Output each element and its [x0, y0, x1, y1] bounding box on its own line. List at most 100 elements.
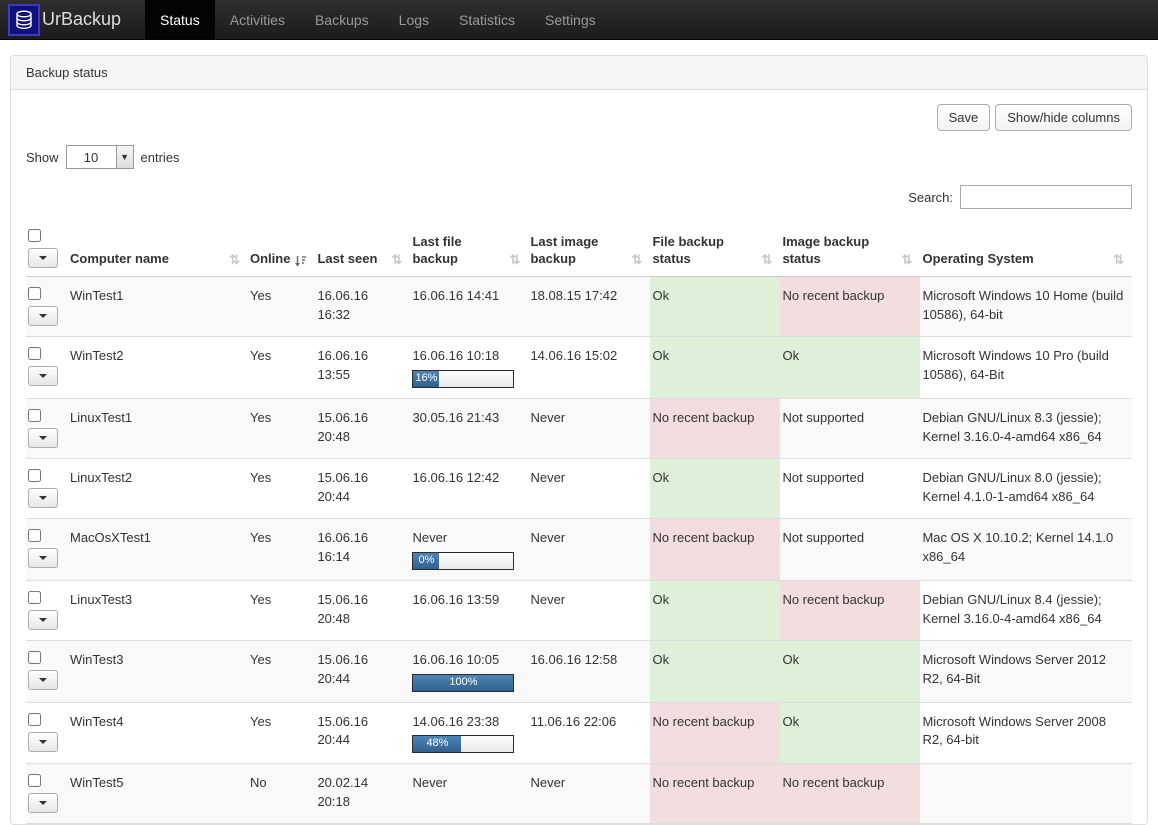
last-file-backup-value: 16.06.16 10:05: [412, 651, 500, 667]
last-file-backup-value: 14.06.16 23:38: [412, 713, 500, 729]
computer-name-cell[interactable]: WinTest3: [68, 639, 248, 703]
sort-both-icon: ⇅: [761, 252, 773, 267]
column-header-computer-name[interactable]: Computer name ⇅: [68, 221, 248, 277]
file-backup-status-cell: Ok: [650, 639, 781, 703]
last-seen-cell: 15.06.16 20:44: [315, 701, 411, 764]
last-file-backup-value: 16.06.16 12:42: [412, 469, 500, 485]
computer-name-cell[interactable]: WinTest5: [68, 763, 248, 824]
select-all-checkbox[interactable]: [28, 229, 41, 242]
row-actions-dropdown[interactable]: [28, 487, 58, 508]
header-actions-dropdown[interactable]: [28, 248, 58, 268]
search-input[interactable]: [960, 185, 1132, 209]
row-checkbox[interactable]: [28, 528, 41, 542]
image-backup-status-cell: No recent backup: [780, 763, 921, 824]
online-cell: Yes: [248, 276, 316, 337]
file-backup-status-cell: No recent backup: [650, 701, 781, 764]
last-file-backup-value: 16.06.16 14:41: [412, 288, 500, 303]
last-seen-cell: 20.02.14 20:18: [315, 763, 411, 824]
sort-both-icon: ⇅: [229, 252, 240, 267]
row-actions-dropdown[interactable]: [28, 547, 58, 568]
page-size-select[interactable]: 10 ▼: [65, 145, 134, 169]
operating-system-cell: Debian GNU/Linux 8.4 (jessie); Kernel 3.…: [920, 579, 1132, 641]
row-actions-dropdown[interactable]: [28, 366, 58, 386]
operating-system-cell: [920, 763, 1132, 824]
brand[interactable]: UrBackup: [0, 0, 131, 39]
last-image-backup-cell: Never: [528, 397, 651, 459]
column-header-operating-system[interactable]: Operating System ⇅: [920, 221, 1132, 277]
main-nav: Status Activities Backups Logs Statistic…: [145, 0, 611, 39]
sort-both-icon: ⇅: [1113, 252, 1124, 267]
image-backup-status-cell: No recent backup: [780, 276, 921, 337]
computer-name-cell[interactable]: MacOsXTest1: [68, 517, 248, 581]
operating-system-cell: Microsoft Windows Server 2012 R2, 64-Bit: [920, 639, 1132, 703]
last-image-backup-cell: 11.06.16 22:06: [528, 701, 651, 764]
row-checkbox[interactable]: [28, 590, 41, 604]
last-image-backup-cell: 18.08.15 17:42: [528, 276, 651, 337]
row-checkbox[interactable]: [28, 287, 41, 300]
column-header-online[interactable]: Online: [248, 221, 316, 277]
row-checkbox[interactable]: [28, 408, 41, 422]
save-button[interactable]: Save: [936, 104, 991, 131]
row-checkbox[interactable]: [28, 347, 41, 360]
online-cell: No: [248, 763, 316, 824]
computer-name-cell[interactable]: LinuxTest1: [68, 397, 248, 459]
table-row: LinuxTest2 Yes 15.06.16 20:44 16.06.16 1…: [26, 457, 1132, 519]
row-actions-dropdown[interactable]: [28, 306, 58, 326]
file-backup-status-cell: No recent backup: [650, 397, 781, 459]
row-checkbox[interactable]: [28, 774, 41, 788]
operating-system-cell: Debian GNU/Linux 8.0 (jessie); Kernel 4.…: [920, 457, 1132, 519]
row-actions-dropdown[interactable]: [28, 793, 58, 814]
nav-item-status[interactable]: Status: [145, 0, 215, 39]
file-backup-status-cell: Ok: [650, 579, 781, 641]
online-cell: Yes: [248, 336, 316, 399]
row-actions-dropdown[interactable]: [28, 427, 58, 448]
column-header-file-backup-status[interactable]: File backup status ⇅: [650, 221, 781, 277]
file-backup-status-cell: Ok: [650, 276, 781, 337]
last-seen-cell: 16.06.16 16:32: [315, 276, 411, 337]
last-file-backup-value: 16.06.16 13:59: [412, 591, 500, 607]
online-cell: Yes: [248, 579, 316, 641]
file-backup-status-cell: Ok: [650, 457, 781, 519]
caret-down-icon: [39, 801, 47, 806]
computer-name-cell[interactable]: LinuxTest2: [68, 457, 248, 519]
row-actions-dropdown[interactable]: [28, 669, 58, 690]
nav-item-activities[interactable]: Activities: [229, 11, 285, 28]
chevron-down-icon: ▼: [115, 146, 133, 168]
row-checkbox[interactable]: [28, 650, 41, 664]
row-checkbox[interactable]: [28, 712, 41, 726]
last-file-backup-cell: 16.06.16 10:18 16%: [410, 336, 529, 399]
file-backup-progress-label: 100%: [413, 674, 514, 691]
file-backup-progress-bar: 48%: [412, 735, 515, 754]
computer-name-cell[interactable]: WinTest1: [68, 276, 248, 337]
nav-item-settings[interactable]: Settings: [545, 11, 596, 28]
last-seen-cell: 15.06.16 20:44: [315, 639, 411, 703]
column-header-image-backup-status[interactable]: Image backup status ⇅: [780, 221, 921, 277]
column-header-last-image-backup[interactable]: Last image backup ⇅: [528, 221, 651, 277]
last-image-backup-cell: Never: [528, 579, 651, 641]
last-file-backup-cell: 16.06.16 10:05 100%: [410, 639, 529, 703]
last-seen-cell: 16.06.16 16:14: [315, 517, 411, 581]
sort-both-icon: ⇅: [901, 252, 913, 267]
last-image-backup-cell: 14.06.16 15:02: [528, 336, 651, 399]
row-actions-dropdown[interactable]: [28, 609, 58, 630]
image-backup-status-cell: Not supported: [780, 457, 921, 519]
last-file-backup-cell: 30.05.16 21:43: [410, 397, 529, 459]
computer-name-cell[interactable]: WinTest4: [68, 701, 248, 764]
computer-name-cell[interactable]: WinTest2: [68, 336, 248, 399]
operating-system-cell: Microsoft Windows Server 2008 R2, 64-bit: [920, 701, 1132, 764]
computer-name-cell[interactable]: LinuxTest3: [68, 579, 248, 641]
file-backup-progress-label: 48%: [413, 736, 462, 753]
nav-item-logs[interactable]: Logs: [398, 11, 430, 28]
table-row: WinTest1 Yes 16.06.16 16:32 16.06.16 14:…: [26, 276, 1132, 337]
image-backup-status-cell: Not supported: [780, 517, 921, 581]
row-actions-dropdown[interactable]: [28, 731, 58, 752]
nav-item-backups[interactable]: Backups: [314, 11, 369, 28]
row-checkbox[interactable]: [28, 468, 41, 482]
nav-item-statistics[interactable]: Statistics: [459, 11, 516, 28]
caret-down-icon: [39, 374, 47, 378]
last-file-backup-cell: 14.06.16 23:38 48%: [410, 701, 529, 764]
column-header-last-seen[interactable]: Last seen ⇅: [315, 221, 411, 277]
show-hide-columns-button[interactable]: Show/hide columns: [995, 104, 1132, 131]
file-backup-progress-bar: 0%: [412, 551, 515, 570]
column-header-last-file-backup[interactable]: Last file backup ⇅: [410, 221, 529, 277]
